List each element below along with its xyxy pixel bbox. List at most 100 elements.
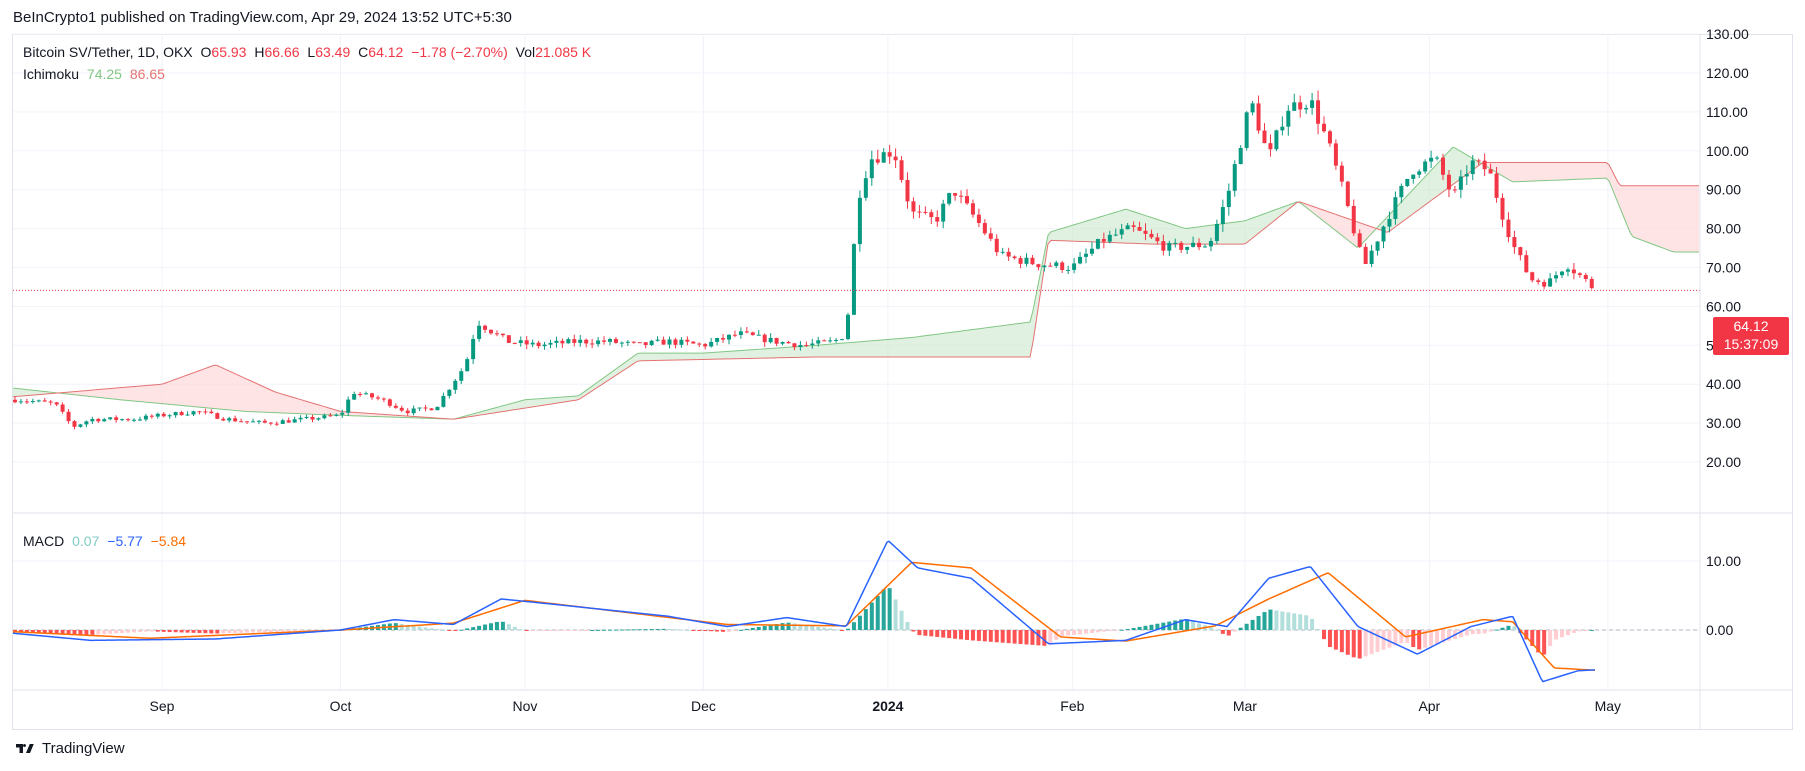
y-tick-110.00: 110.00 — [1706, 104, 1748, 120]
macd-histogram-bar — [572, 630, 577, 631]
candle — [340, 409, 345, 418]
macd-histogram-bar — [750, 627, 755, 630]
ichimoku-legend[interactable]: Ichimoku 74.25 86.65 — [23, 66, 169, 82]
candle — [1089, 241, 1094, 256]
macd-histogram-bar — [1500, 627, 1505, 630]
candle — [965, 189, 969, 206]
candle — [703, 342, 708, 350]
x-tick-sep: Sep — [150, 698, 175, 714]
macd-histogram-bar — [1327, 630, 1332, 648]
macd-histogram-bar — [453, 630, 458, 631]
macd-histogram-bar — [1197, 623, 1202, 630]
macd-histogram-bar — [1488, 630, 1493, 632]
candle — [393, 403, 398, 409]
macd-histogram-bar — [1298, 614, 1303, 630]
candle — [48, 399, 53, 406]
candle — [762, 333, 767, 347]
candle — [500, 333, 505, 338]
candle — [685, 336, 690, 346]
macd-histogram-bar — [1042, 630, 1047, 646]
volume-value: 21.085 K — [535, 44, 592, 60]
low-label: L — [307, 44, 316, 60]
candle — [780, 341, 785, 346]
footer-brand[interactable]: TradingView — [13, 740, 125, 757]
candle — [399, 405, 404, 413]
candle — [1554, 271, 1559, 283]
ichimoku-span-b — [12, 161, 1699, 420]
candle — [1232, 160, 1237, 197]
candle — [405, 408, 410, 416]
macd-histogram-bar — [1345, 630, 1350, 655]
candle — [411, 405, 416, 416]
macd-histogram-bar — [66, 630, 71, 634]
macd-histogram-bar — [1571, 630, 1576, 633]
candle — [18, 398, 23, 405]
macd-histogram-bar — [1173, 620, 1178, 630]
candle — [352, 391, 357, 401]
macd-histogram-bar — [1363, 630, 1368, 657]
x-tick-mar: Mar — [1233, 698, 1257, 714]
x-tick-dec: Dec — [691, 698, 716, 714]
macd-histogram-bar — [1078, 630, 1083, 635]
macd-histogram-bar — [1411, 630, 1416, 648]
candle — [1423, 159, 1428, 174]
macd-histogram-bar — [132, 630, 136, 633]
candle — [512, 342, 517, 345]
macd-histogram-bar — [947, 630, 952, 639]
macd-histogram-bar — [703, 630, 708, 631]
candle — [1262, 123, 1267, 144]
macd-histogram-bar — [542, 630, 547, 631]
candle — [179, 410, 184, 416]
macd-histogram-bar — [792, 623, 797, 630]
macd-histogram-bar — [1113, 630, 1118, 631]
candle — [1363, 243, 1368, 265]
candle — [846, 312, 850, 341]
candle — [953, 192, 958, 201]
y-tick-30.00: 30.00 — [1706, 415, 1741, 431]
candle — [792, 342, 797, 351]
candle — [637, 342, 642, 344]
candle — [1137, 221, 1142, 232]
candle — [197, 410, 202, 415]
candle — [322, 413, 327, 420]
macd-histogram-bar — [893, 599, 898, 630]
macd-histogram-bar — [256, 630, 261, 633]
macd-histogram-bar — [1250, 619, 1255, 630]
close-label: C — [358, 44, 369, 60]
macd-histogram-bar — [625, 629, 630, 631]
candle — [1286, 105, 1291, 136]
candle — [1339, 161, 1344, 187]
candle — [1464, 165, 1469, 185]
macd-signal-line — [12, 561, 1596, 671]
candle — [1542, 279, 1547, 290]
macd-histogram-bar — [935, 630, 940, 637]
candle — [1298, 95, 1303, 118]
candle — [887, 144, 892, 164]
macd-histogram-bar — [744, 628, 749, 630]
macd-histogram-bar — [1220, 630, 1225, 634]
macd-histogram-bar — [608, 629, 612, 631]
candle — [1381, 225, 1386, 249]
macd-histogram-bar — [1089, 630, 1094, 633]
macd-histogram-bar — [1155, 623, 1160, 630]
x-tick-2024: 2024 — [872, 698, 903, 714]
macd-histogram-bar — [631, 629, 636, 631]
macd-histogram-bar — [274, 630, 279, 632]
macd-histogram-bar — [899, 610, 904, 630]
macd-histogram-bar — [1030, 630, 1035, 645]
macd-histogram-bar — [286, 630, 291, 632]
candle — [1393, 191, 1398, 225]
macd-histogram-bar — [1322, 630, 1326, 640]
macd-histogram-bar — [1084, 630, 1088, 634]
macd-histogram-bar — [459, 629, 464, 631]
macd-histogram-bar — [667, 628, 672, 630]
candle — [798, 341, 803, 351]
macd-histogram-bar — [78, 630, 83, 635]
candle — [625, 340, 630, 346]
symbol-label[interactable]: Bitcoin SV/Tether, 1D, OKX — [23, 44, 193, 60]
macd-histogram-bar — [30, 630, 35, 633]
macd-histogram-bar — [994, 630, 999, 643]
macd-histogram-bar — [1494, 629, 1499, 631]
macd-legend[interactable]: MACD 0.07 −5.77 −5.84 — [23, 533, 190, 549]
